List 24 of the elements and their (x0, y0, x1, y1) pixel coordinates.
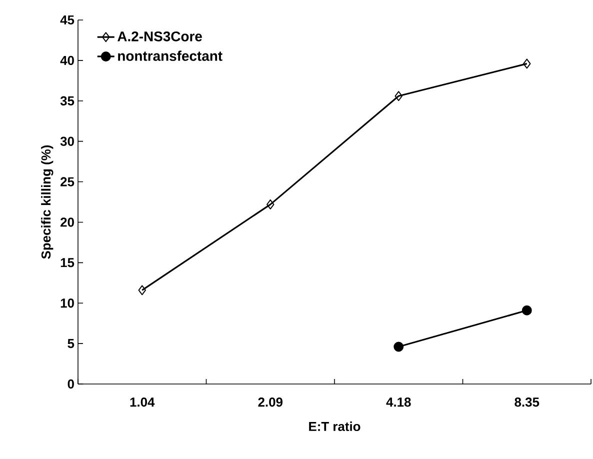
point (138, 285, 146, 296)
point (523, 58, 531, 69)
x-tick-label: 2.09 (258, 398, 282, 407)
y-tick-label: 10 (60, 298, 74, 308)
point (266, 199, 274, 210)
point (522, 305, 532, 316)
x-axis-title: E:T ratio (309, 422, 360, 432)
y-tick-label: 15 (60, 258, 74, 268)
y-tick-label: 25 (60, 177, 74, 186)
y-tick-label: 0 (68, 379, 74, 389)
x-tick-label: 4.18 (386, 398, 411, 407)
legend-label: nontransfectant (118, 50, 222, 61)
y-tick-label: 5 (68, 339, 74, 348)
y-tick-label: 45 (60, 15, 74, 25)
legend-label: A.2-NS3Core (118, 31, 202, 42)
point (394, 342, 404, 352)
y-tick-label: 40 (60, 56, 74, 66)
y-tick-label: 20 (60, 218, 74, 227)
y-tick-label: 35 (60, 96, 74, 106)
y-axis-title: Specific killing (%) (41, 145, 54, 259)
x-tick-label: 8.35 (514, 398, 540, 407)
x-tick-label: 1.04 (130, 398, 155, 407)
y-tick-label: 30 (60, 136, 74, 146)
point (394, 91, 402, 102)
